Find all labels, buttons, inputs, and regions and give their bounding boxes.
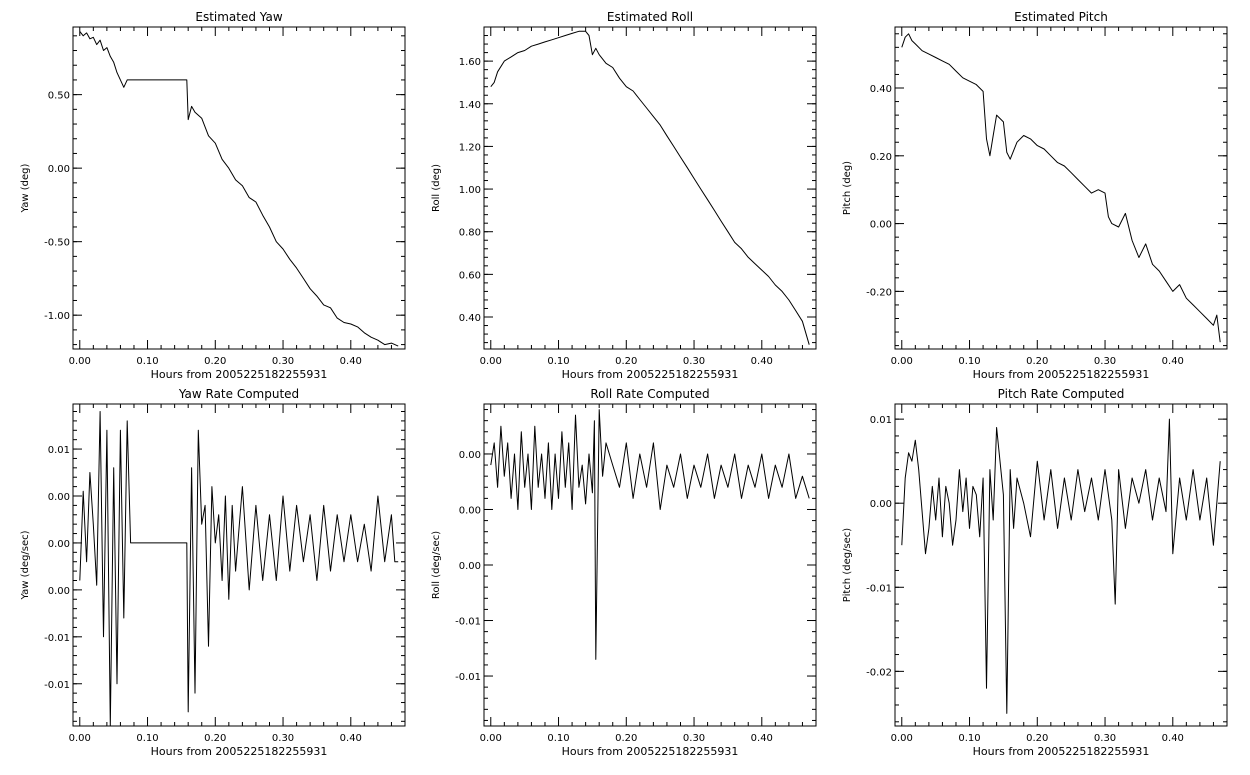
chart-title: Estimated Yaw (195, 10, 282, 24)
y-tick-label: 0.00 (48, 586, 70, 597)
plot-frame (894, 26, 1228, 350)
x-tick-label: 0.10 (547, 356, 569, 367)
x-tick-label: 0.00 (69, 356, 91, 367)
series-line (79, 411, 399, 727)
x-axis-label: Hours from 2005225182255931 (562, 745, 739, 758)
x-tick-label: 0.30 (1094, 733, 1116, 744)
x-tick-label: 0.20 (615, 356, 637, 367)
x-tick-label: 0.40 (340, 356, 362, 367)
y-tick-label: 0.50 (48, 91, 70, 102)
x-tick-label: 0.00 (69, 733, 91, 744)
plot-frame (72, 26, 406, 350)
x-tick-label: 0.00 (480, 356, 502, 367)
plot-frame (483, 26, 817, 350)
chart-title: Estimated Pitch (1014, 10, 1108, 24)
chart-panel: Estimated Yaw Hours from 2005225182255931… (20, 10, 406, 381)
x-tick-label: 0.40 (751, 356, 773, 367)
x-tick-label: 0.30 (272, 356, 294, 367)
y-axis-label: Roll (deg/sec) (431, 531, 442, 599)
y-tick-label: -1.00 (44, 311, 70, 322)
x-tick-label: 0.20 (1026, 356, 1048, 367)
series-line (901, 33, 1221, 343)
chart-panel: Roll Rate Computed Hours from 20052251822… (431, 387, 817, 758)
y-tick-label: 1.40 (459, 100, 481, 111)
x-tick-label: 0.20 (1026, 733, 1048, 744)
y-tick-label: 0.01 (870, 415, 892, 426)
y-axis-label: Pitch (deg) (842, 161, 853, 215)
plot-frame (894, 403, 1228, 727)
y-tick-label: 0.20 (870, 152, 892, 163)
y-tick-label: 0.40 (870, 84, 892, 95)
chart-title: Roll Rate Computed (590, 387, 709, 401)
x-tick-label: 0.10 (136, 356, 158, 367)
x-tick-label: 0.30 (683, 733, 705, 744)
series-line (490, 409, 810, 660)
y-tick-label: -0.01 (455, 617, 481, 628)
y-tick-label: 0.01 (48, 445, 70, 456)
y-axis-label: Roll (deg) (431, 164, 442, 212)
x-tick-label: 0.10 (958, 733, 980, 744)
x-tick-label: 0.10 (958, 356, 980, 367)
y-tick-label: -0.02 (866, 667, 892, 678)
chart-panel: Estimated Pitch Hours from 20052251822559… (842, 10, 1228, 381)
x-tick-label: 0.00 (480, 733, 502, 744)
y-tick-label: 0.00 (48, 492, 70, 503)
chart-title: Estimated Roll (607, 10, 693, 24)
y-tick-label: -0.01 (44, 633, 70, 644)
x-tick-label: 0.30 (1094, 356, 1116, 367)
x-tick-label: 0.10 (547, 733, 569, 744)
x-axis-label: Hours from 2005225182255931 (973, 368, 1150, 381)
y-tick-label: 0.80 (459, 228, 481, 239)
chart-title: Pitch Rate Computed (998, 387, 1125, 401)
y-tick-label: 0.00 (48, 539, 70, 550)
y-tick-label: 0.00 (870, 499, 892, 510)
y-tick-label: 0.00 (459, 505, 481, 516)
x-axis-label: Hours from 2005225182255931 (562, 368, 739, 381)
y-tick-label: 0.00 (459, 561, 481, 572)
chart-panel: Pitch Rate Computed Hours from 2005225182… (842, 387, 1228, 758)
y-tick-label: 1.60 (459, 57, 481, 68)
y-axis-label: Pitch (deg/sec) (842, 528, 853, 603)
y-tick-label: -0.01 (866, 583, 892, 594)
x-axis-label: Hours from 2005225182255931 (151, 368, 328, 381)
x-tick-label: 0.10 (136, 733, 158, 744)
chart-title: Yaw Rate Computed (178, 387, 299, 401)
x-tick-label: 0.20 (204, 356, 226, 367)
series-line (901, 418, 1221, 714)
x-tick-label: 0.40 (1162, 356, 1184, 367)
y-tick-label: 1.20 (459, 142, 481, 153)
chart-panel: Yaw Rate Computed Hours from 200522518225… (20, 387, 406, 758)
x-tick-label: 0.00 (891, 733, 913, 744)
x-axis-label: Hours from 2005225182255931 (151, 745, 328, 758)
series-line (490, 30, 810, 345)
y-tick-label: -0.01 (44, 680, 70, 691)
y-tick-label: 0.00 (459, 450, 481, 461)
x-tick-label: 0.40 (340, 733, 362, 744)
plot-frame (72, 403, 406, 727)
y-tick-label: 0.00 (870, 220, 892, 231)
y-tick-label: -0.20 (866, 287, 892, 298)
x-tick-label: 0.40 (751, 733, 773, 744)
x-tick-label: 0.20 (615, 733, 637, 744)
y-tick-label: -0.01 (455, 672, 481, 683)
x-tick-label: 0.00 (891, 356, 913, 367)
x-tick-label: 0.30 (272, 733, 294, 744)
y-tick-label: 0.60 (459, 270, 481, 281)
y-tick-label: 0.40 (459, 313, 481, 324)
x-tick-label: 0.40 (1162, 733, 1184, 744)
x-tick-label: 0.20 (204, 733, 226, 744)
y-axis-label: Yaw (deg/sec) (20, 530, 31, 600)
y-tick-label: 0.00 (48, 164, 70, 175)
x-tick-label: 0.30 (683, 356, 705, 367)
chart-panel: Estimated Roll Hours from 200522518225593… (431, 10, 817, 381)
y-tick-label: -0.50 (44, 238, 70, 249)
y-tick-label: 1.00 (459, 185, 481, 196)
y-axis-label: Yaw (deg) (20, 163, 31, 213)
x-axis-label: Hours from 2005225182255931 (973, 745, 1150, 758)
series-line (79, 31, 399, 347)
